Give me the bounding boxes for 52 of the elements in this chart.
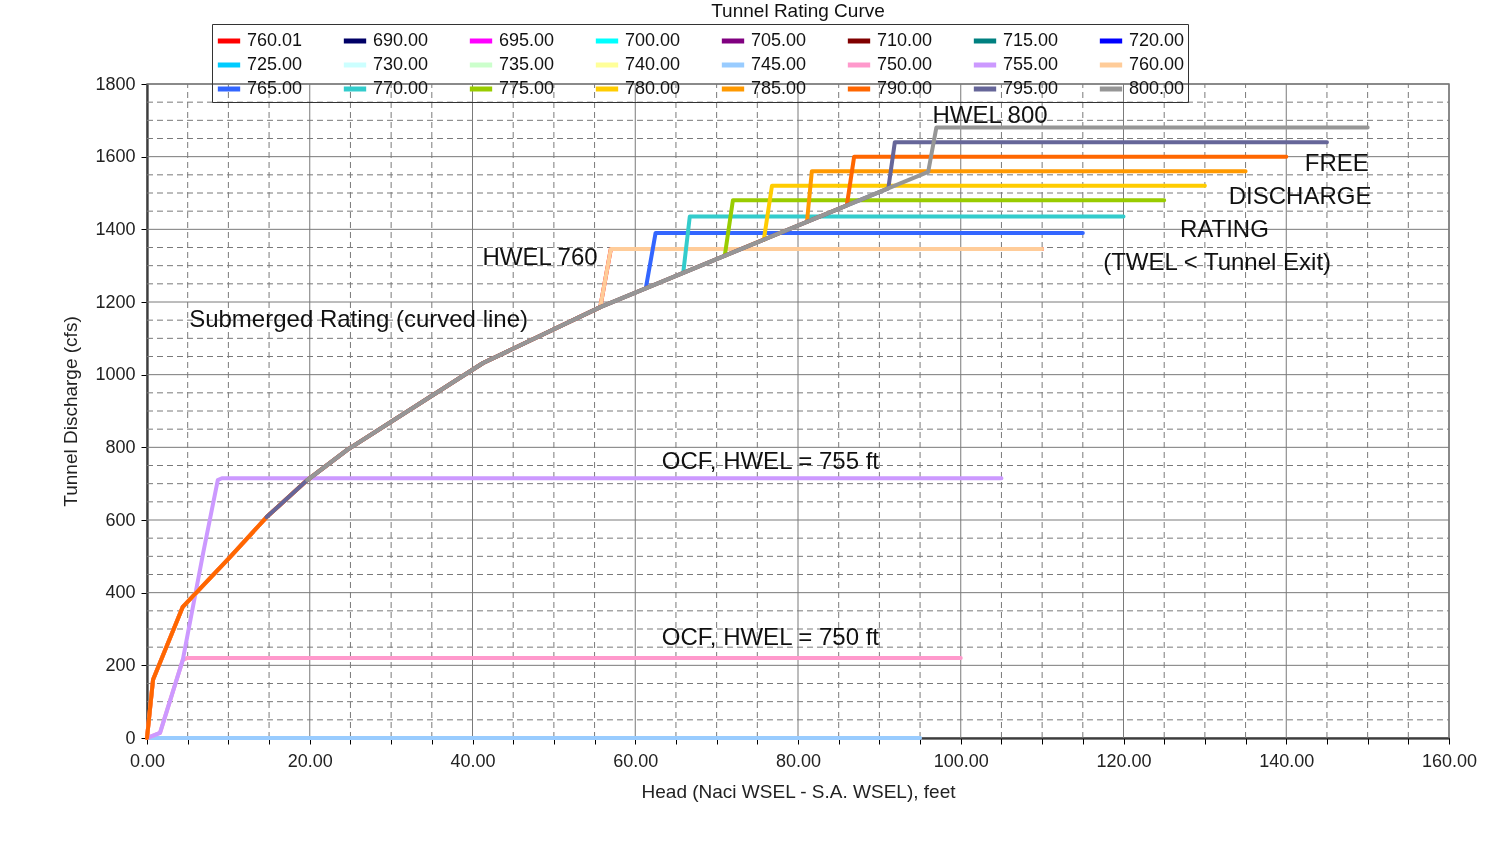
y-axis-title: Tunnel Discharge (cfs): [60, 316, 82, 507]
y-tick-label: 200: [105, 654, 136, 675]
legend-label: 775.00: [499, 78, 555, 98]
x-tick-label: 0.00: [129, 750, 166, 771]
legend-label: 795.00: [1003, 78, 1059, 98]
y-tick-label: 400: [105, 582, 136, 603]
legend-label: 730.00: [373, 54, 429, 74]
legend-label: 695.00: [499, 30, 555, 50]
x-tick-label: 20.00: [287, 750, 333, 771]
y-tick-label: 600: [105, 509, 136, 530]
y-tick-label: 800: [105, 436, 136, 457]
legend-label: 755.00: [1003, 54, 1059, 74]
legend-label: 705.00: [751, 30, 807, 50]
x-tick-label: 140.00: [1259, 750, 1315, 771]
x-tick-label: 160.00: [1421, 750, 1478, 771]
legend-label: 770.00: [373, 78, 429, 98]
annotation: FREE: [1304, 148, 1369, 176]
legend-label: 715.00: [1003, 30, 1059, 50]
x-axis-title: Head (Naci WSEL - S.A. WSEL), feet: [641, 780, 957, 802]
y-tick-label: 0: [125, 727, 136, 748]
annotation: HWEL 760: [482, 242, 598, 270]
legend-label: 785.00: [751, 78, 807, 98]
y-tick-label: 1000: [95, 364, 136, 385]
annotation: HWEL 800: [932, 101, 1048, 129]
legend-label: 700.00: [625, 30, 681, 50]
legend-label: 735.00: [499, 54, 555, 74]
y-tick-label: 1400: [95, 218, 136, 239]
x-tick-label: 120.00: [1096, 750, 1152, 771]
legend-label: 720.00: [1129, 30, 1185, 50]
legend-label: 790.00: [877, 78, 933, 98]
y-tick-label: 1800: [95, 73, 136, 94]
annotation: RATING: [1179, 215, 1269, 243]
legend-label: 750.00: [877, 54, 933, 74]
legend-label: 760.01: [247, 30, 303, 50]
y-tick-label: 1600: [95, 146, 136, 167]
x-tick-label: 60.00: [613, 750, 659, 771]
legend-label: 780.00: [625, 78, 681, 98]
legend-label: 745.00: [751, 54, 807, 74]
x-tick-label: 40.00: [450, 750, 496, 771]
x-tick-label: 80.00: [775, 750, 822, 771]
chart-title: Tunnel Rating Curve: [711, 0, 885, 21]
x-tick-label: 100.00: [933, 750, 989, 771]
legend-label: 765.00: [247, 78, 303, 98]
annotation: DISCHARGE: [1228, 182, 1372, 210]
y-tick-label: 1200: [95, 291, 136, 312]
legend-label: 710.00: [877, 30, 933, 50]
legend-label: 800.00: [1129, 78, 1185, 98]
legend-label: 725.00: [247, 54, 303, 74]
legend-label: 760.00: [1129, 54, 1185, 74]
legend-label: 690.00: [373, 30, 429, 50]
annotation: OCF, HWEL = 750 ft: [661, 622, 880, 650]
legend-label: 740.00: [625, 54, 681, 74]
